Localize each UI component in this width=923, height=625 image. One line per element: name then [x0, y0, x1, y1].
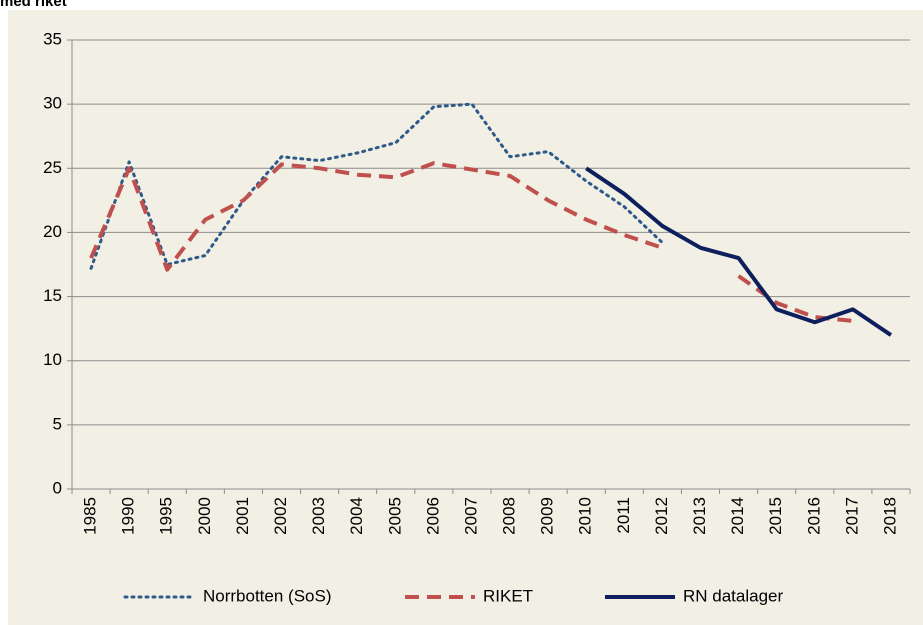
x-tick-label: 2018 — [880, 497, 899, 535]
y-tick-label: 25 — [43, 158, 62, 177]
x-tick-label: 2004 — [347, 497, 366, 535]
y-tick-label: 10 — [43, 350, 62, 369]
x-tick-label: 1985 — [81, 497, 100, 535]
x-tick-label: 2013 — [690, 497, 709, 535]
x-tick-label: 2003 — [309, 497, 328, 535]
y-tick-label: 35 — [43, 29, 62, 48]
series-line — [89, 161, 854, 323]
y-tick-label: 15 — [43, 286, 62, 305]
chart-title: med riket — [0, 0, 67, 10]
x-tick-label: 2017 — [842, 497, 861, 535]
x-tick-label: 2010 — [576, 497, 595, 535]
x-tick-label: 2008 — [500, 497, 519, 535]
x-tick-label: 1990 — [119, 497, 138, 535]
chart-background — [8, 10, 923, 625]
legend-label: Norrbotten (SoS) — [203, 586, 332, 605]
x-tick-label: 2011 — [614, 497, 633, 534]
series-line — [585, 166, 893, 337]
x-tick-label: 2007 — [461, 497, 480, 535]
x-tick-label: 2002 — [271, 497, 290, 535]
x-tick-label: 2006 — [423, 497, 442, 535]
y-tick-label: 0 — [53, 478, 62, 497]
x-tick-label: 2015 — [766, 497, 785, 535]
x-tick-label: 2012 — [652, 497, 671, 535]
x-tick-label: 1995 — [157, 497, 176, 535]
y-tick-label: 20 — [43, 222, 62, 241]
legend-label: RIKET — [483, 586, 533, 605]
y-tick-label: 30 — [43, 94, 62, 113]
series-line — [89, 102, 664, 270]
x-tick-label: 2005 — [385, 497, 404, 535]
x-tick-label: 2014 — [728, 497, 747, 535]
x-tick-label: 2009 — [538, 497, 557, 535]
legend-label: RN datalager — [683, 586, 784, 605]
y-tick-label: 5 — [53, 414, 62, 433]
x-tick-label: 2001 — [233, 497, 252, 535]
x-tick-label: 2016 — [804, 497, 823, 535]
x-tick-label: 2000 — [195, 497, 214, 535]
